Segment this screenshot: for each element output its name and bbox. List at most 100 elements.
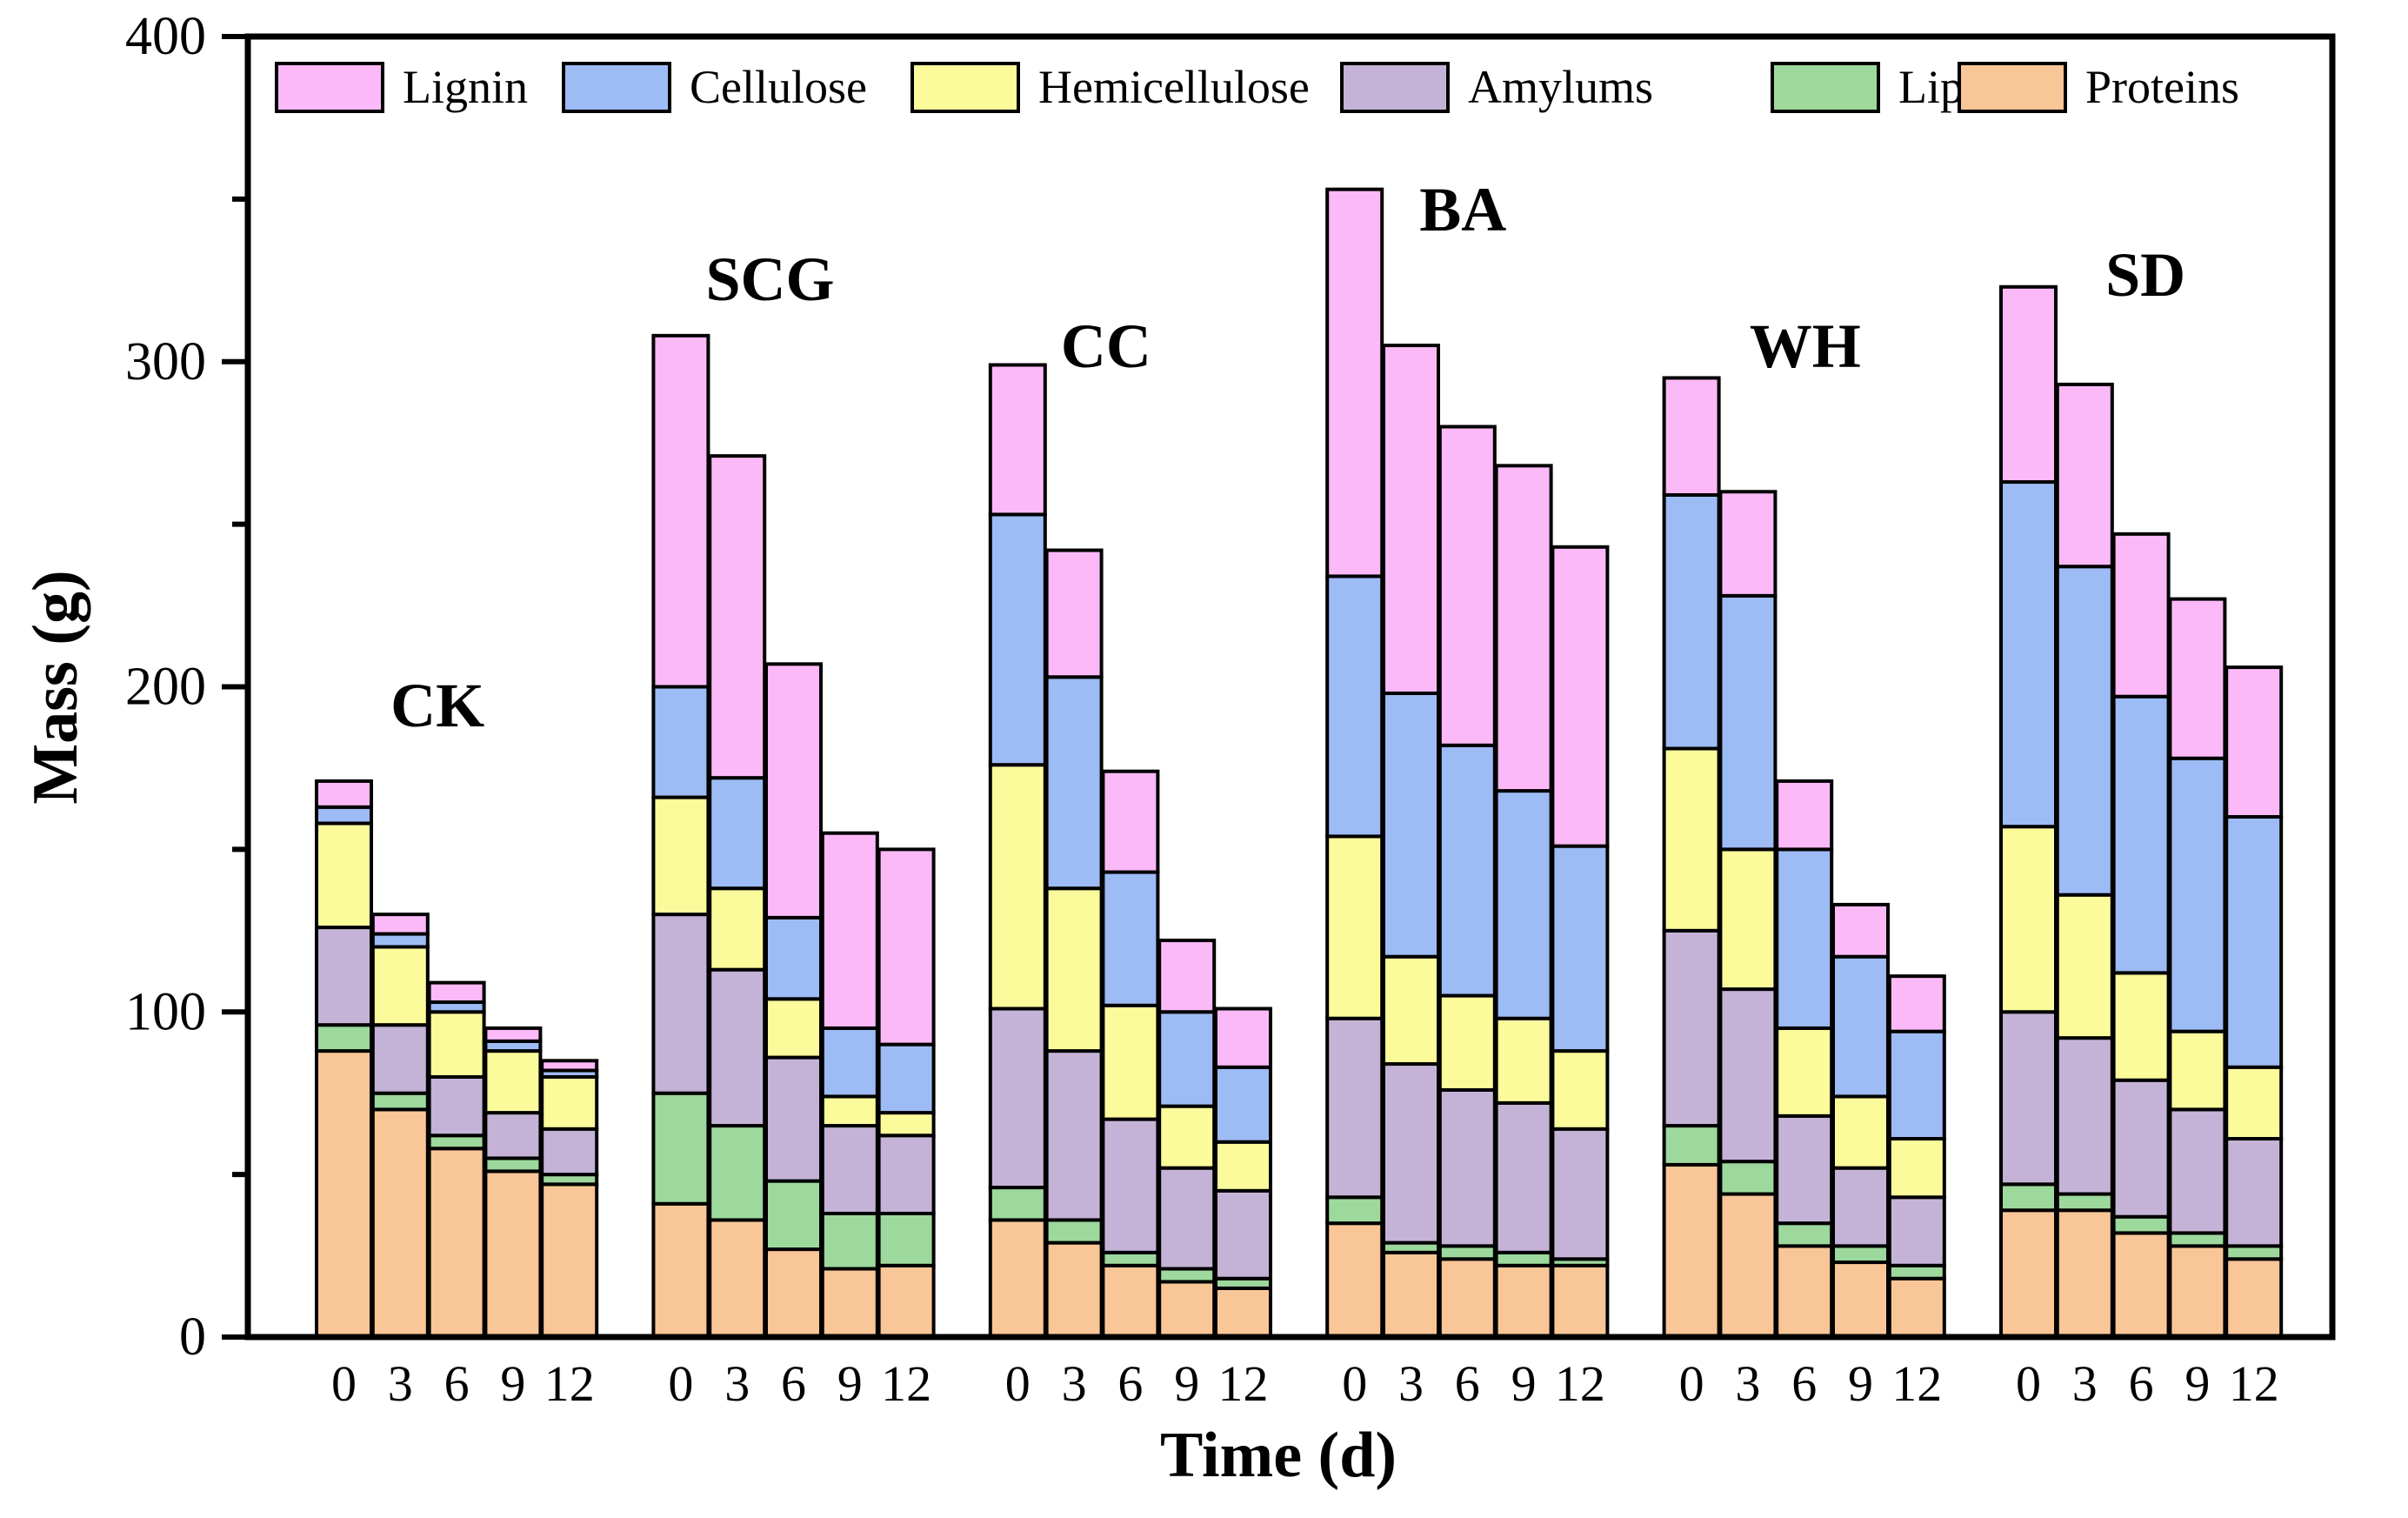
bar-sd-d9-cellulose (2168, 756, 2227, 1033)
bar-sd-d3-cellulose (2055, 565, 2114, 897)
bar-ck-d9-lipids (484, 1156, 543, 1174)
bar-ba-d12-proteins (1551, 1263, 1610, 1340)
bar-ba-d9-amylums (1494, 1100, 1553, 1254)
group-label-ck: CK (390, 671, 484, 740)
bar-wh-d9-amylums (1831, 1166, 1890, 1248)
bar-ck-d0-proteins (315, 1049, 373, 1339)
bar-ck-d0-lipids (315, 1023, 373, 1053)
bar-cc-d12-proteins (1214, 1286, 1272, 1339)
bar-cc-d0-lignin (988, 363, 1047, 517)
bar-cc-d0-lipids (988, 1186, 1047, 1222)
bar-scg-d3-amylums (708, 967, 767, 1128)
bar-scg-d0-lipids (651, 1091, 710, 1206)
bar-scg-d12-lignin (877, 847, 936, 1047)
legend-swatch-lignin (275, 62, 384, 113)
bar-scg-d3-cellulose (708, 776, 767, 891)
bar-wh-d3-lignin (1718, 490, 1778, 598)
bar-ba-d0-cellulose (1325, 574, 1384, 839)
legend-swatch-hemicellulose (911, 62, 1020, 113)
bar-scg-d3-lipids (708, 1124, 767, 1222)
bar-sd-d9-lipids (2168, 1231, 2227, 1248)
x-tick-label: 0 (1342, 1355, 1367, 1412)
x-tick-label: 6 (1455, 1355, 1480, 1412)
bar-cc-d0-proteins (988, 1218, 1047, 1339)
bar-wh-d12-proteins (1887, 1276, 1946, 1339)
bar-ba-d12-cellulose (1551, 844, 1610, 1053)
x-tick-label: 3 (388, 1355, 413, 1412)
y-tick-label: 400 (125, 7, 206, 66)
bar-scg-d6-lipids (764, 1179, 823, 1252)
bar-wh-d12-lipids (1887, 1263, 1946, 1281)
bar-cc-d0-cellulose (988, 512, 1047, 767)
bar-ck-d9-hemicellulose (484, 1049, 543, 1115)
bar-ba-d0-hemicellulose (1325, 834, 1384, 1020)
bar-scg-d0-cellulose (651, 685, 710, 799)
bar-wh-d0-proteins (1662, 1162, 1721, 1339)
x-tick-label: 0 (331, 1355, 357, 1412)
bar-ba-d12-hemicellulose (1551, 1049, 1610, 1131)
legend-label-cellulose: Cellulose (690, 61, 867, 113)
x-tick-label: 12 (1891, 1355, 1942, 1412)
bar-scg-d3-lignin (708, 454, 767, 780)
bar-ba-d6-hemicellulose (1437, 993, 1497, 1092)
x-tick-label: 9 (2185, 1355, 2210, 1412)
bar-cc-d3-hemicellulose (1044, 886, 1104, 1053)
group-label-wh: WH (1750, 311, 1861, 381)
x-tick-label: 6 (1117, 1355, 1143, 1412)
bar-cc-d6-amylums (1101, 1117, 1160, 1254)
bar-wh-d12-lignin (1887, 974, 1946, 1033)
bar-ck-d0-cellulose (315, 805, 373, 826)
bar-scg-d0-hemicellulose (651, 795, 710, 917)
bar-sd-d6-lignin (2111, 532, 2171, 699)
legend: LigninCelluloseHemicelluloseAmylumsLipid… (275, 61, 2239, 113)
bar-ck-d12-amylums (540, 1127, 599, 1177)
bar-sd-d0-cellulose (1999, 480, 2058, 829)
group-label-cc: CC (1061, 311, 1151, 381)
x-tick-label: 12 (1555, 1355, 1605, 1412)
x-tick-label: 12 (1218, 1355, 1269, 1412)
bar-sd-d3-lipids (2055, 1192, 2114, 1213)
x-tick-label: 9 (1848, 1355, 1873, 1412)
legend-swatch-amylums (1340, 62, 1450, 113)
bar-wh-d3-proteins (1718, 1192, 1778, 1340)
bar-ck-d0-lignin (315, 779, 373, 809)
bar-ck-d3-amylums (370, 1023, 430, 1095)
bar-ba-d0-proteins (1325, 1221, 1384, 1339)
bar-ck-d6-hemicellulose (427, 1010, 486, 1079)
bar-ba-d6-lignin (1437, 425, 1497, 747)
y-tick-label: 100 (125, 982, 206, 1041)
legend-swatch-proteins (1958, 62, 2067, 113)
bar-ck-d9-proteins (484, 1169, 543, 1339)
bar-wh-d6-cellulose (1775, 847, 1834, 1030)
bar-wh-d0-lignin (1662, 376, 1721, 497)
x-tick-label: 3 (1062, 1355, 1087, 1412)
bar-ck-d12-lignin (540, 1059, 599, 1073)
bar-sd-d12-lignin (2225, 665, 2284, 819)
bar-ck-d9-lignin (484, 1026, 543, 1043)
x-axis-title: Time (d) (1160, 1420, 1397, 1491)
bar-ck-d6-proteins (427, 1147, 486, 1339)
bar-ba-d3-proteins (1382, 1250, 1440, 1339)
bar-wh-d9-cellulose (1831, 954, 1890, 1099)
x-tick-label: 3 (1735, 1355, 1760, 1412)
bar-wh-d6-lignin (1775, 779, 1834, 852)
bar-cc-d9-lipids (1157, 1267, 1217, 1284)
legend-swatch-lipids (1771, 62, 1880, 113)
bar-scg-d0-amylums (651, 913, 710, 1095)
bar-scg-d6-cellulose (764, 915, 823, 1001)
bar-sd-d0-lignin (1999, 284, 2058, 485)
legend-label-proteins: Proteins (2085, 61, 2239, 113)
bar-ba-d6-cellulose (1437, 743, 1497, 998)
x-tick-label: 12 (544, 1355, 595, 1412)
bar-ck-d3-lignin (370, 913, 430, 936)
bar-cc-d3-lignin (1044, 548, 1104, 679)
x-tick-label: 9 (837, 1355, 863, 1412)
bar-sd-d12-proteins (2225, 1257, 2284, 1340)
x-tick-label: 0 (668, 1355, 693, 1412)
bar-wh-d0-amylums (1662, 928, 1721, 1128)
bar-cc-d9-amylums (1157, 1166, 1217, 1271)
bar-ck-d3-cellulose (370, 932, 430, 949)
bar-scg-d6-hemicellulose (764, 997, 823, 1060)
